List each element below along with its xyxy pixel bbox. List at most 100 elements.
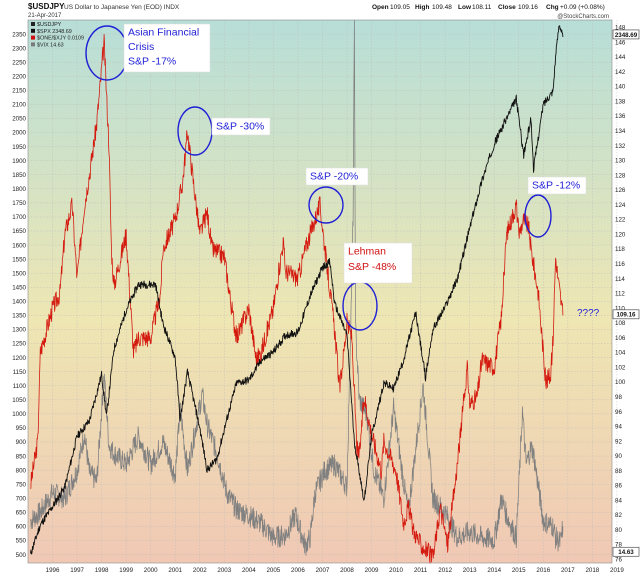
left-tick-label: 1300	[12, 327, 26, 334]
left-tick-label: 2100	[12, 102, 26, 109]
right-tick-label: 132	[615, 143, 626, 150]
right-tick-label: 86	[615, 483, 622, 490]
left-tick-label: 2250	[12, 59, 26, 66]
right-tick-label: 100	[615, 379, 626, 386]
right-tick-label: 78	[615, 542, 622, 549]
left-tick-label: 2350	[12, 31, 26, 38]
chart-date: 21-Apr-2017	[28, 13, 62, 19]
x-tick-label: 1996	[46, 567, 60, 574]
left-tick-label: 950	[16, 425, 27, 432]
svg-text:$VIX 14.63: $VIX 14.63	[37, 42, 64, 48]
x-tick-label: 2000	[144, 567, 158, 574]
annotations-layer: Asian Financial Crisis S&P -17% S&P -30% S&P…	[85, 23, 600, 331]
series-line-onexjy	[30, 33, 564, 564]
right-tick-label: 106	[615, 335, 626, 342]
open-label: Open	[372, 4, 389, 11]
symbol-title: $USDJPY	[28, 2, 65, 11]
left-tick-label: 1350	[12, 313, 26, 320]
right-tick-label: 102	[615, 364, 626, 371]
right-tick-label: 104	[615, 350, 626, 357]
high-value: 109.48	[432, 4, 452, 11]
right-tick-label: 136	[615, 113, 626, 120]
x-tick-label: 2008	[340, 567, 354, 574]
series-line-vix	[30, 20, 564, 556]
left-tick-label: 500	[16, 552, 27, 559]
x-tick-label: 2014	[487, 567, 501, 574]
legend-entry: $USDJPY	[31, 22, 62, 28]
annotation-callout: Lehman S&P -48%	[343, 242, 413, 284]
left-tick-label: 1800	[12, 186, 26, 193]
right-tick-label: 94	[615, 424, 622, 431]
low-label: Low	[458, 4, 472, 11]
left-tick-label: 2200	[12, 73, 26, 80]
right-tick-label: 144	[615, 54, 626, 61]
svg-text:S&P -20%: S&P -20%	[310, 171, 358, 183]
right-tick-label: 90	[615, 453, 622, 460]
right-axis-ticks: 7678808284868890929496981001021041061081…	[612, 25, 640, 564]
left-tick-label: 1600	[12, 242, 26, 249]
right-tick-label: 112	[615, 291, 625, 298]
right-tick-label: 110	[615, 305, 625, 312]
right-tick-label: 118	[615, 246, 625, 253]
last-value-badge: 14.63	[612, 546, 640, 557]
highlight-ellipse	[308, 186, 344, 224]
last-value-badge: 109.16	[612, 309, 640, 320]
x-tick-label: 2006	[291, 567, 305, 574]
watermark: @StockCharts.com	[557, 14, 609, 20]
low-value: 108.11	[472, 4, 492, 11]
left-tick-label: 700	[16, 495, 27, 502]
x-tick-label: 2002	[193, 567, 207, 574]
right-tick-label: 140	[615, 84, 626, 91]
x-tick-label: 2019	[610, 567, 624, 574]
left-tick-label: 750	[16, 481, 27, 488]
svg-text:2348.69: 2348.69	[615, 32, 638, 39]
open-value: 109.05	[390, 4, 410, 11]
left-tick-label: 1200	[12, 355, 26, 362]
right-tick-label: 96	[615, 409, 622, 416]
left-tick-label: 1050	[12, 397, 26, 404]
right-tick-label: 128	[615, 172, 626, 179]
x-tick-label: 1999	[119, 567, 133, 574]
right-tick-label: 146	[615, 39, 626, 46]
high-label: High	[415, 4, 429, 11]
left-tick-label: 1100	[13, 383, 27, 390]
right-tick-label: 98	[615, 394, 622, 401]
x-tick-label: 2018	[585, 567, 599, 574]
svg-text:109.16: 109.16	[617, 312, 636, 319]
right-tick-label: 76	[615, 557, 622, 564]
annotation-callout: S&P -12%	[527, 176, 587, 195]
left-tick-label: 1700	[12, 214, 26, 221]
left-tick-label: 650	[16, 510, 27, 517]
left-tick-label: 2300	[12, 45, 26, 52]
series-layer	[30, 20, 564, 564]
svg-text:$ONE/$XJY 0.0109: $ONE/$XJY 0.0109	[37, 36, 84, 42]
right-tick-label: 134	[615, 128, 626, 135]
left-axis-ticks: 500 550 600 650 700 750 800 850 900 950 1000 1050 11…	[12, 31, 26, 558]
chart-header: $USDJPY US Dollar to Japanese Yen (EOD) …	[28, 2, 609, 20]
left-tick-label: 850	[16, 453, 27, 460]
right-tick-label: 108	[615, 320, 626, 327]
x-tick-label: 2016	[536, 567, 550, 574]
right-tick-label: 82	[615, 512, 622, 519]
left-tick-label: 1400	[12, 299, 26, 306]
chg-label: Chg	[546, 4, 559, 11]
left-tick-label: 900	[16, 439, 27, 446]
x-tick-label: 1997	[70, 567, 84, 574]
highlight-ellipse	[524, 194, 552, 238]
x-tick-label: 2015	[512, 567, 526, 574]
left-tick-label: 1550	[12, 256, 26, 263]
right-tick-label: 130	[615, 158, 626, 165]
x-tick-label: 2005	[266, 567, 280, 574]
left-tick-label: 1500	[12, 270, 26, 277]
close-value: 109.16	[518, 4, 538, 11]
svg-text:S&P -30%: S&P -30%	[216, 121, 264, 133]
annotation-callout: S&P -30%	[211, 117, 271, 136]
left-tick-label: 800	[16, 467, 27, 474]
left-tick-label: 1950	[12, 144, 26, 151]
legend-entry: $ONE/$XJY 0.0109	[31, 35, 84, 42]
right-tick-label: 126	[615, 187, 626, 194]
left-tick-label: 1750	[12, 200, 26, 207]
left-tick-label: 2000	[12, 130, 26, 137]
legend-entry: $VIX 14.63	[31, 42, 64, 48]
